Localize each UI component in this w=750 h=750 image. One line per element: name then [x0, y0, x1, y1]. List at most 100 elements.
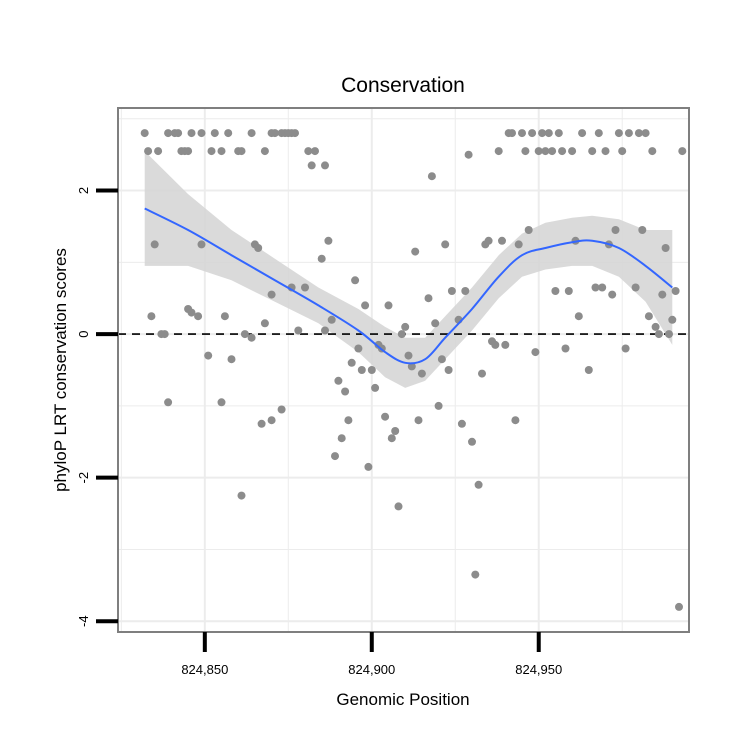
data-point [381, 412, 390, 421]
data-point [551, 287, 560, 295]
data-point [641, 129, 650, 138]
data-point [437, 355, 446, 364]
data-point [651, 322, 660, 331]
data-point [321, 161, 329, 170]
data-point [441, 240, 450, 249]
data-point [301, 283, 309, 292]
data-point [404, 351, 413, 360]
data-point [558, 147, 567, 156]
data-point [217, 147, 226, 156]
data-point [344, 416, 353, 425]
data-point [260, 147, 269, 156]
data-point [147, 312, 156, 321]
data-point [611, 226, 620, 234]
data-point [461, 287, 470, 295]
data-point [304, 147, 313, 156]
data-point [524, 226, 533, 234]
data-point [197, 240, 206, 249]
data-point [541, 147, 550, 156]
data-point [247, 129, 256, 138]
chart-title: Conservation [341, 74, 465, 97]
data-point [257, 419, 266, 428]
data-point [254, 244, 263, 252]
data-point [154, 147, 163, 156]
data-point [207, 147, 216, 156]
data-point [644, 312, 653, 321]
data-point [431, 319, 440, 328]
data-point [588, 147, 597, 156]
data-point [584, 366, 593, 374]
data-point [538, 129, 547, 138]
data-point [237, 491, 246, 500]
data-point [494, 147, 503, 156]
data-point [457, 419, 466, 428]
axis-layer: 824,850 824,900 824,950 2 0 -2 -4 [76, 187, 562, 677]
data-point [661, 244, 670, 252]
data-point [164, 398, 173, 407]
data-point [471, 570, 480, 579]
data-point [237, 147, 246, 156]
data-point [498, 236, 506, 245]
data-point [367, 366, 376, 374]
data-point [164, 129, 173, 138]
data-point [554, 129, 563, 138]
data-point [531, 348, 540, 357]
data-point [484, 236, 493, 245]
data-point [491, 340, 500, 349]
data-point [568, 147, 577, 156]
data-point [321, 326, 329, 335]
data-point [351, 276, 360, 285]
data-point [478, 369, 486, 378]
data-point [247, 333, 256, 342]
data-point [227, 355, 236, 364]
data-point [210, 129, 219, 138]
data-point [150, 240, 159, 249]
data-point [240, 330, 249, 339]
data-point [444, 366, 453, 374]
data-point [591, 283, 600, 292]
data-point [267, 416, 276, 425]
data-point [464, 150, 473, 159]
data-point [631, 283, 640, 292]
data-point [574, 312, 583, 321]
data-point [270, 129, 279, 138]
data-point [394, 502, 403, 511]
data-point [578, 129, 587, 138]
data-point [267, 290, 276, 299]
data-point [144, 147, 153, 156]
points-layer [140, 129, 687, 611]
data-point [194, 312, 203, 321]
data-point [501, 340, 510, 349]
data-point [391, 427, 400, 435]
data-point [668, 315, 677, 324]
data-point [638, 226, 647, 234]
data-point [371, 383, 380, 392]
data-point [204, 351, 213, 360]
confidence-band [144, 151, 673, 388]
data-point [618, 147, 627, 156]
data-point [384, 301, 393, 310]
data-point [337, 434, 346, 443]
data-point [614, 129, 623, 138]
data-point [648, 147, 657, 156]
data-point [317, 254, 326, 263]
x-tick-label: 824,900 [348, 662, 395, 677]
data-point [511, 416, 520, 425]
data-point [675, 602, 683, 611]
data-point [417, 369, 426, 378]
y-tick-label: -2 [76, 472, 91, 484]
confidence-band-layer [144, 151, 673, 388]
y-tick-label: 0 [76, 330, 91, 337]
data-point [671, 287, 680, 295]
data-point [311, 147, 319, 156]
data-point [401, 322, 410, 331]
data-point [407, 362, 416, 371]
data-point [521, 147, 530, 156]
x-tick-label: 824,850 [181, 662, 228, 677]
data-point [608, 290, 617, 299]
data-point [224, 129, 233, 138]
data-point [658, 290, 667, 299]
data-point [447, 287, 456, 295]
data-point [291, 129, 299, 138]
